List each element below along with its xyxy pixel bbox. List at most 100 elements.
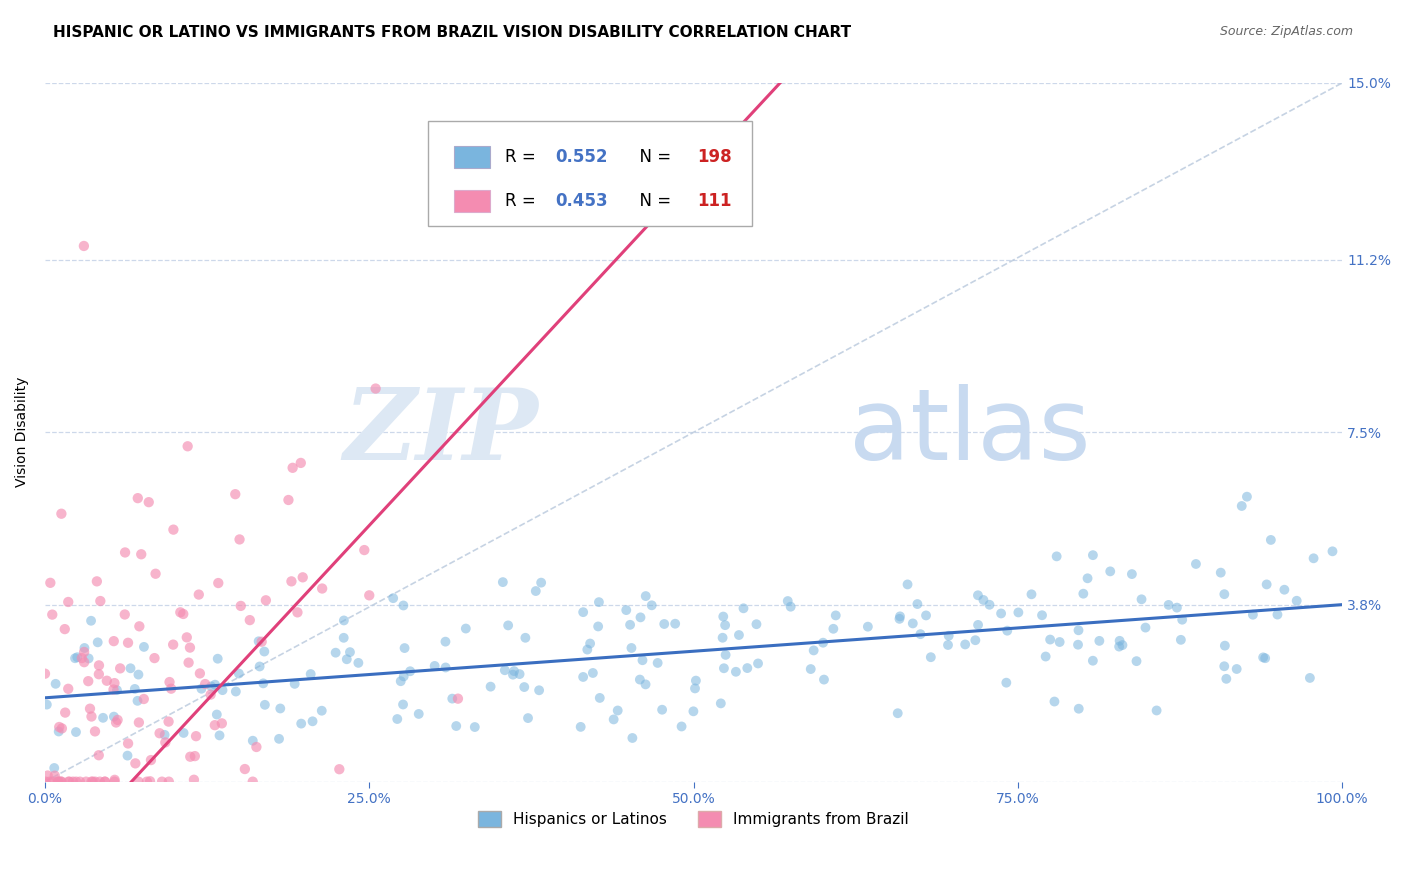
Point [177, 656, 200, 670]
Point [103, 774, 125, 789]
Point [328, 762, 350, 776]
Point [1067, 638, 1090, 652]
Point [336, 652, 359, 666]
Point [1260, 533, 1282, 547]
Point [252, 676, 274, 690]
Point [392, 669, 415, 683]
Point [915, 608, 938, 623]
Point [48, 720, 70, 734]
Point [129, 547, 152, 561]
Point [104, 772, 127, 787]
Point [84, 724, 107, 739]
Point [117, 636, 139, 650]
Point [569, 720, 592, 734]
Point [494, 663, 516, 677]
Point [1108, 640, 1130, 654]
Point [205, 707, 228, 722]
Point [824, 608, 846, 623]
Point [1213, 587, 1236, 601]
Point [1135, 621, 1157, 635]
Point [117, 748, 139, 763]
Point [910, 627, 932, 641]
Point [247, 634, 270, 648]
Point [153, 728, 176, 742]
Point [503, 664, 526, 678]
Point [652, 617, 675, 632]
Text: HISPANIC OR LATINO VS IMMIGRANTS FROM BRAZIL VISION DISABILITY CORRELATION CHART: HISPANIC OR LATINO VS IMMIGRANTS FROM BR… [53, 25, 852, 40]
Point [347, 656, 370, 670]
Point [779, 599, 801, 614]
Point [63, 651, 86, 665]
Point [127, 491, 149, 505]
Point [139, 753, 162, 767]
Point [188, 666, 211, 681]
Point [1146, 703, 1168, 717]
Point [576, 642, 599, 657]
Point [41, 607, 63, 622]
Point [128, 715, 150, 730]
Point [1130, 592, 1153, 607]
Point [1049, 635, 1071, 649]
Point [207, 576, 229, 591]
Point [387, 712, 409, 726]
Point [737, 661, 759, 675]
Point [46, 774, 69, 789]
Point [34, 774, 56, 789]
Point [44, 769, 66, 783]
Text: N =: N = [628, 148, 676, 166]
Point [382, 591, 405, 606]
Point [588, 595, 610, 609]
Point [69, 774, 91, 789]
Point [169, 605, 191, 619]
Point [108, 661, 131, 675]
Point [447, 691, 470, 706]
Point [394, 641, 416, 656]
Point [103, 682, 125, 697]
Point [58, 774, 80, 789]
Point [242, 733, 264, 747]
Point [51, 507, 73, 521]
Point [1285, 593, 1308, 607]
Point [1254, 651, 1277, 665]
Point [45, 677, 67, 691]
Point [509, 667, 531, 681]
Point [82, 774, 104, 789]
Point [1077, 571, 1099, 585]
Point [1021, 587, 1043, 601]
Point [103, 634, 125, 648]
Point [204, 678, 226, 692]
Point [889, 612, 911, 626]
Point [53, 622, 76, 636]
Point [441, 691, 464, 706]
Point [86, 635, 108, 649]
Point [114, 607, 136, 622]
Point [776, 594, 799, 608]
Point [172, 607, 194, 621]
Text: 111: 111 [697, 192, 733, 211]
Point [621, 731, 644, 745]
Point [920, 650, 942, 665]
Point [139, 774, 162, 789]
Point [48, 724, 70, 739]
Point [1088, 633, 1111, 648]
Point [682, 704, 704, 718]
Point [619, 617, 641, 632]
Point [325, 646, 347, 660]
Point [1081, 548, 1104, 562]
Point [138, 495, 160, 509]
Point [87, 748, 110, 763]
Point [1108, 633, 1130, 648]
Point [127, 774, 149, 789]
Point [823, 622, 845, 636]
Point [1171, 613, 1194, 627]
Point [66, 650, 89, 665]
Point [211, 683, 233, 698]
Point [284, 677, 307, 691]
Point [364, 382, 387, 396]
Point [250, 634, 273, 648]
Point [96, 673, 118, 688]
Point [728, 628, 751, 642]
Point [392, 599, 415, 613]
Point [517, 711, 540, 725]
Point [53, 706, 76, 720]
